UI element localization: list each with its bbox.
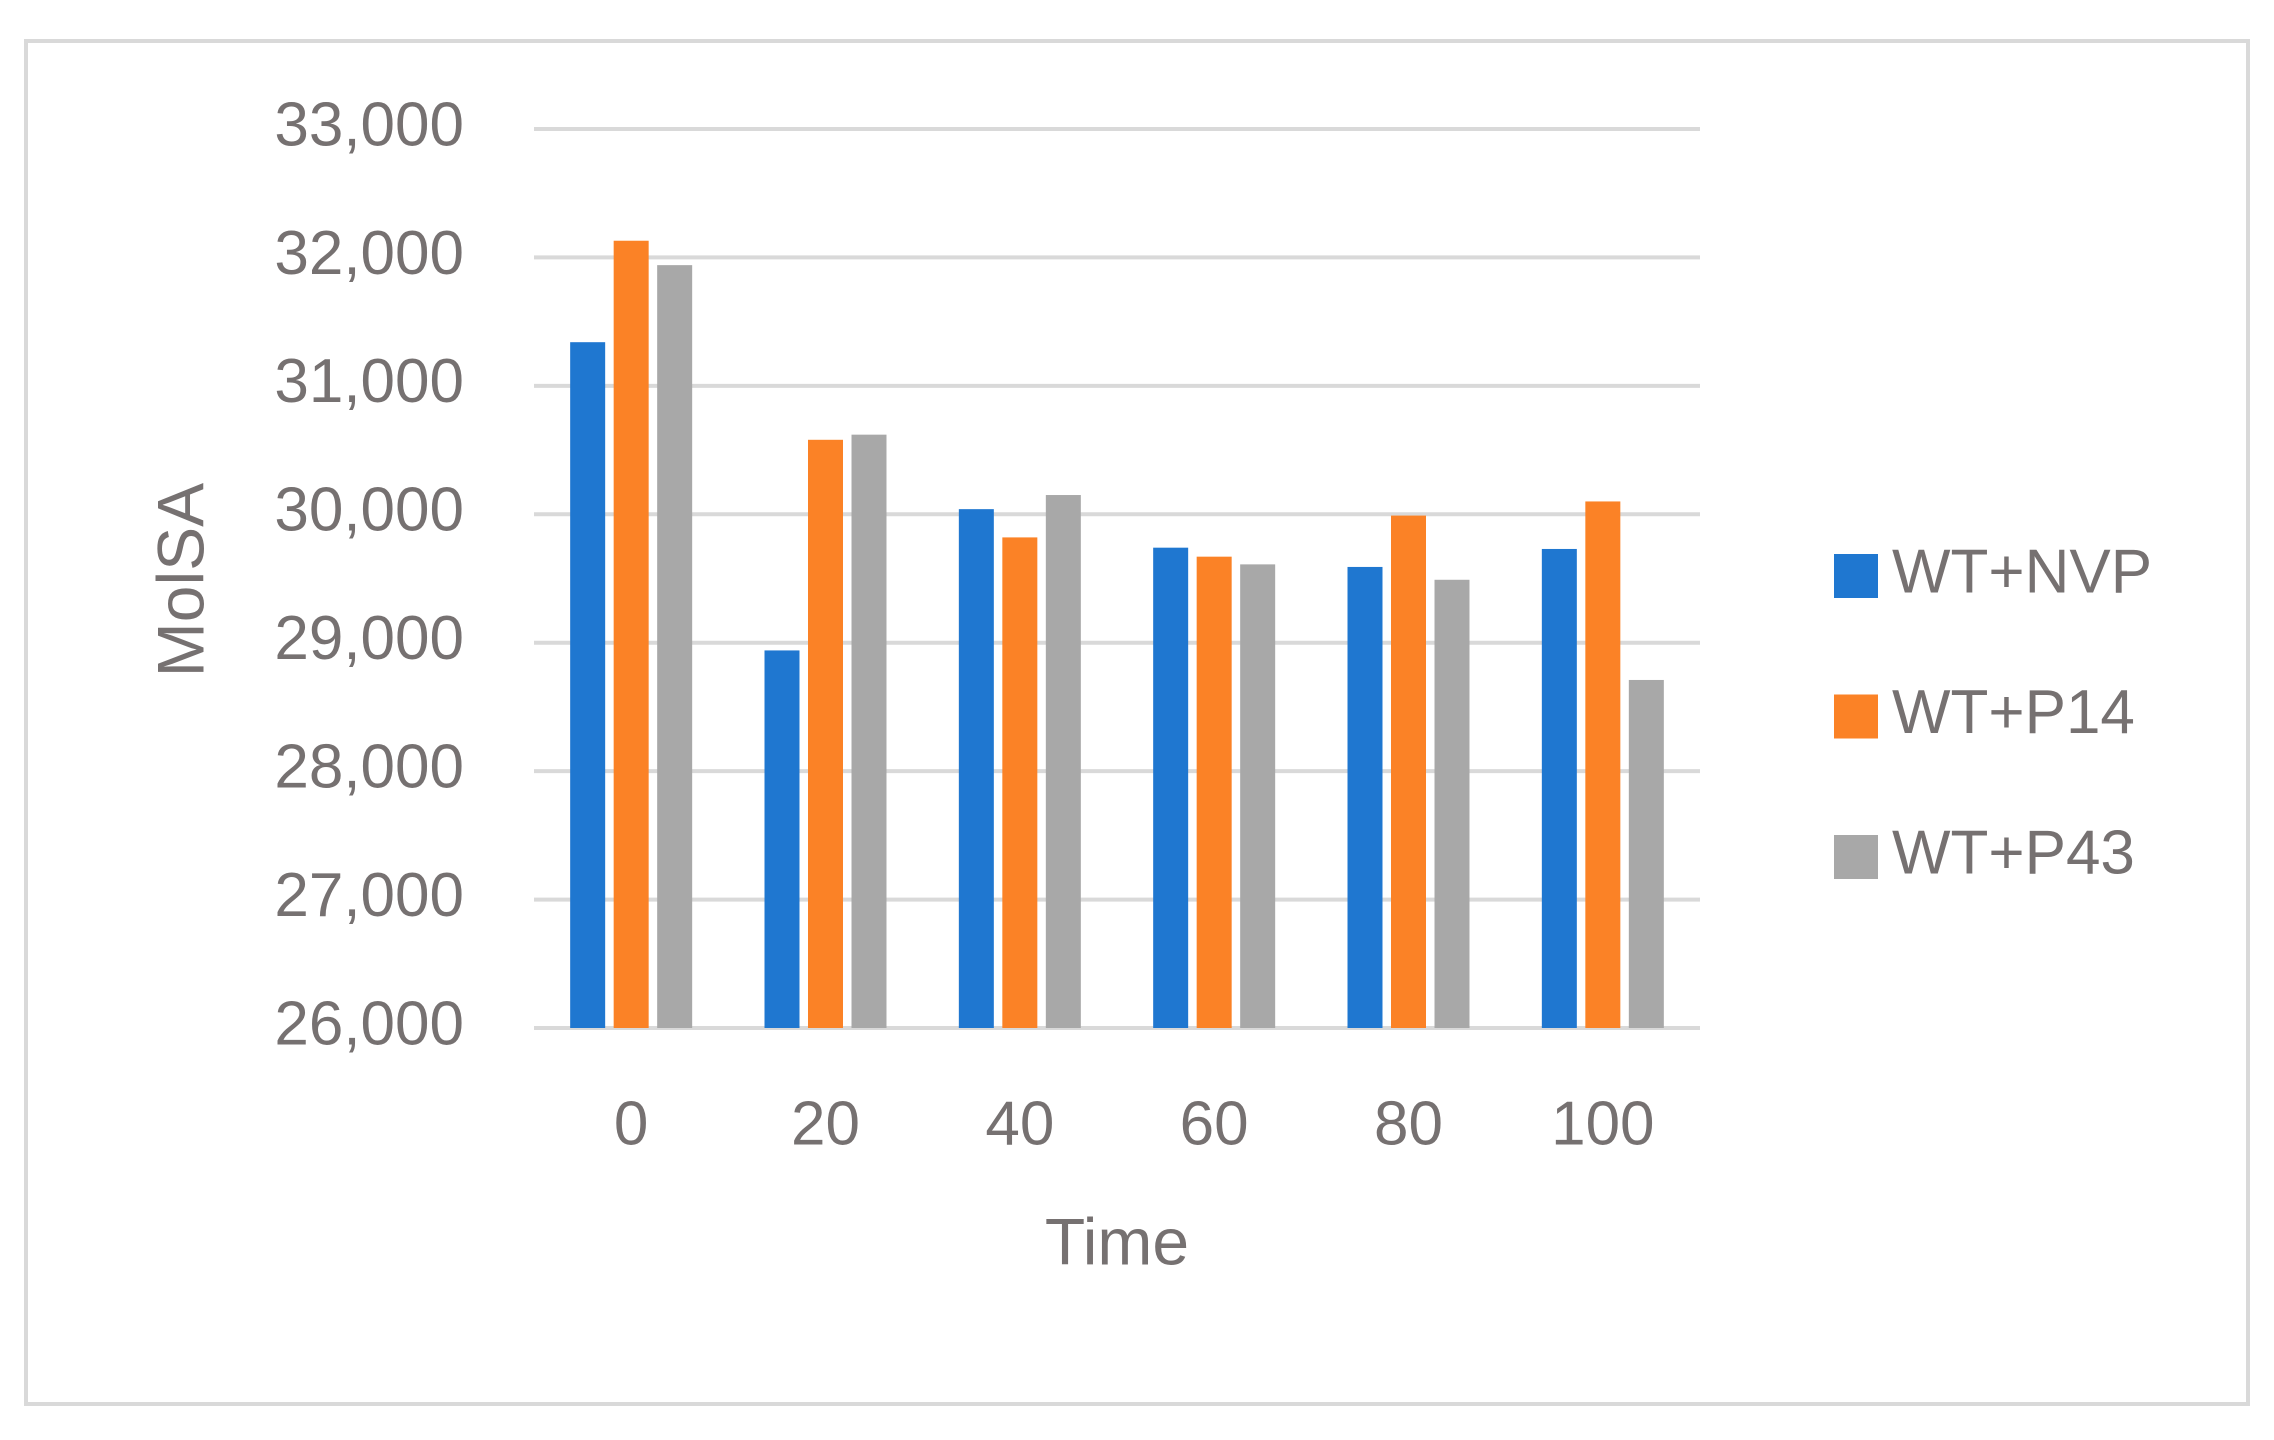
legend-label: WT+NVP [1892,537,2152,606]
x-tick-label: 20 [791,1089,860,1158]
bar [1541,548,1577,1028]
y-tick-label: 26,000 [274,989,464,1058]
bar [808,439,843,1029]
bar [1045,495,1081,1028]
bar [1347,566,1383,1028]
legend-swatch [1834,554,1878,598]
x-tick-label: 80 [1374,1089,1443,1158]
bar [1585,501,1621,1028]
legend-label: WT+P43 [1892,818,2135,887]
x-tick-label: 0 [614,1089,648,1158]
y-tick-label: 29,000 [274,604,464,673]
y-tick-label: 27,000 [274,861,464,930]
bar [1628,679,1664,1028]
y-tick-label: 28,000 [274,733,464,802]
y-axis-title: MolSA [143,483,217,677]
bar [657,265,693,1028]
y-tick-label: 33,000 [274,90,464,159]
legend-label: WT+P14 [1892,678,2135,747]
y-tick-label: 30,000 [274,476,464,545]
bar [570,342,606,1029]
y-tick-label: 32,000 [274,219,464,288]
bar [613,240,649,1029]
x-tick-label: 100 [1551,1089,1654,1158]
bar [1002,537,1038,1028]
x-tick-label: 40 [985,1089,1054,1158]
legend-swatch [1834,835,1878,879]
bar [1391,515,1426,1028]
bar [1240,564,1276,1028]
bar [764,650,800,1028]
x-axis-title: Time [1045,1204,1189,1278]
legend-swatch [1834,694,1878,739]
bar [1434,579,1470,1028]
bar [1153,547,1189,1028]
bar [851,434,887,1028]
y-tick-label: 31,000 [274,347,464,416]
bar [1196,556,1232,1028]
x-tick-label: 60 [1180,1089,1249,1158]
bar [958,509,994,1028]
